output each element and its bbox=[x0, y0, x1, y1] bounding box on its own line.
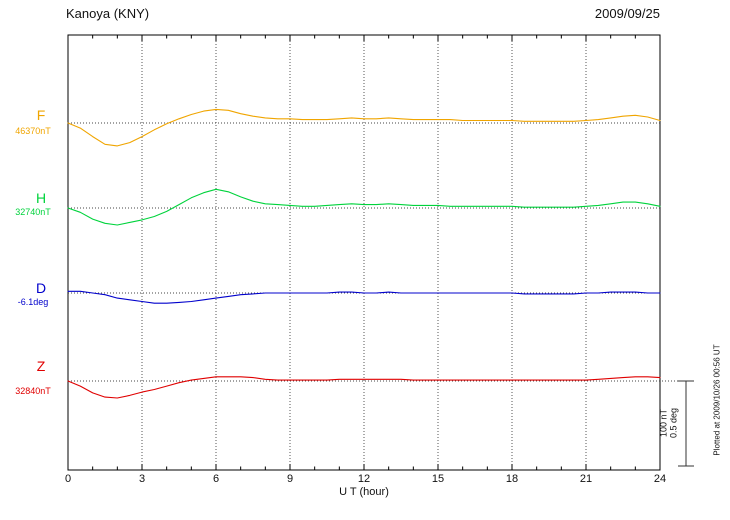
series-Z-letter: Z bbox=[36, 358, 46, 374]
trace-D bbox=[67, 290, 661, 304]
date-label: 2009/09/25 bbox=[594, 6, 660, 21]
x-tick-label-6: 6 bbox=[212, 473, 220, 485]
traces bbox=[67, 108, 661, 399]
plotted-at-note: Plotted at 2009/10/26 00:56 UT bbox=[712, 344, 722, 456]
series-F-baseline-value: 46370nT bbox=[15, 126, 51, 136]
x-tick-label-0: 0 bbox=[64, 473, 72, 485]
x-tick-label-9: 9 bbox=[286, 473, 294, 485]
axis-ticks bbox=[92, 35, 636, 470]
trace-H bbox=[67, 188, 661, 226]
x-tick-label-12: 12 bbox=[357, 473, 371, 485]
trace-F bbox=[67, 108, 661, 147]
gridlines bbox=[141, 35, 587, 470]
series-D-letter: D bbox=[35, 280, 47, 296]
scale-bar bbox=[678, 380, 694, 467]
x-axis-label: U T (hour) bbox=[339, 486, 389, 498]
x-tick-label-15: 15 bbox=[431, 473, 445, 485]
trace-Z bbox=[67, 376, 661, 399]
series-H-baseline-value: 32740nT bbox=[15, 207, 51, 217]
baselines bbox=[68, 122, 694, 382]
series-Z-baseline-value: 32840nT bbox=[15, 386, 51, 396]
scale-bar-label: 100 nT 0.5 deg bbox=[659, 408, 680, 438]
series-F-letter: F bbox=[36, 107, 46, 123]
x-tick-label-21: 21 bbox=[579, 473, 593, 485]
page-title: Kanoya (KNY) bbox=[66, 6, 150, 21]
x-tick-label-24: 24 bbox=[653, 473, 667, 485]
series-H-letter: H bbox=[35, 190, 47, 206]
scale-bar-deg-label: 0.5 deg bbox=[669, 407, 679, 439]
x-tick-label-3: 3 bbox=[138, 473, 146, 485]
scale-bar-nt-label: 100 nT bbox=[658, 408, 669, 438]
series-D-baseline-value: -6.1deg bbox=[17, 297, 49, 307]
x-tick-label-18: 18 bbox=[505, 473, 519, 485]
